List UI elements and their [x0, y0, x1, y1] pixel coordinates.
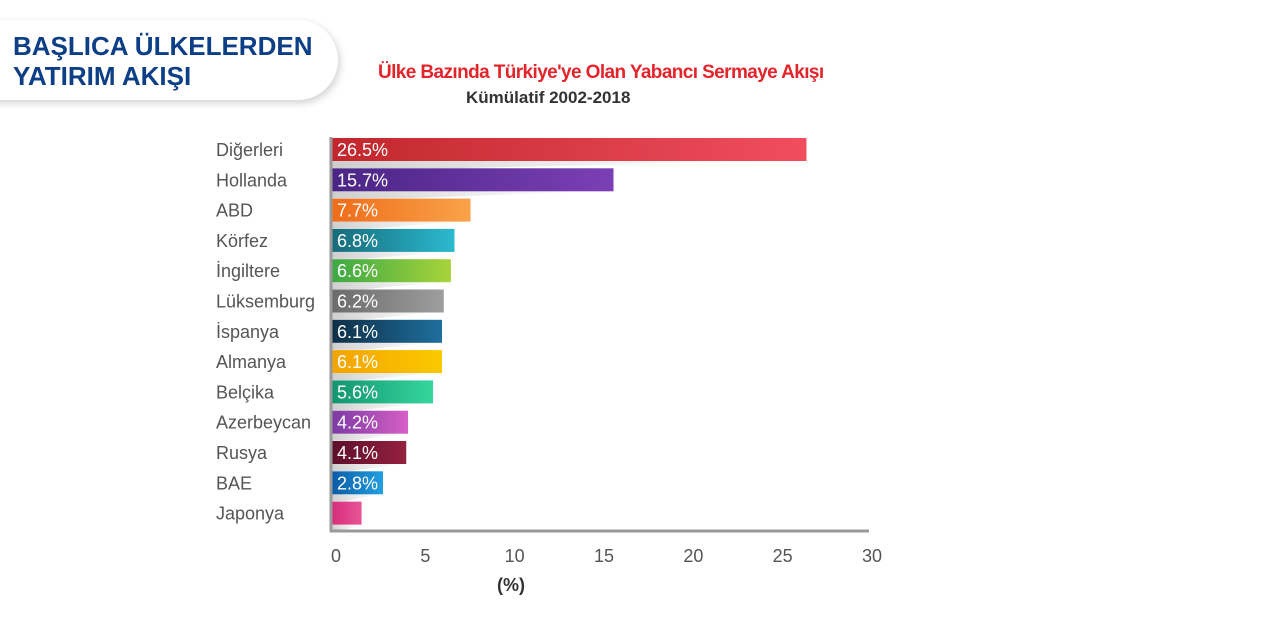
x-tick-label: 10 — [505, 546, 525, 566]
bar — [331, 380, 434, 404]
bar-shadow — [331, 433, 402, 441]
x-tick-label: 15 — [594, 546, 614, 566]
bar — [331, 471, 384, 495]
bar — [331, 228, 455, 252]
bar-shadow — [331, 403, 425, 411]
bar-shadow — [331, 342, 434, 350]
bar — [331, 350, 442, 374]
bar — [331, 289, 444, 313]
bar — [331, 259, 451, 283]
category-label: İngiltere — [216, 261, 280, 281]
category-label: BAE — [216, 473, 252, 493]
x-tick-label: 25 — [773, 546, 793, 566]
bar-shadow — [331, 373, 434, 381]
chart-title: Ülke Bazında Türkiye'ye Olan Yabancı Ser… — [378, 62, 824, 83]
category-label: Azerbeycan — [216, 413, 311, 433]
page-title: BAŞLICA ÜLKELERDEN YATIRIM AKIŞI — [13, 31, 313, 91]
bar-value-label: 6.8% — [337, 231, 378, 251]
x-tick-label: 5 — [420, 546, 430, 566]
bar-value-label: 4.1% — [337, 443, 378, 463]
category-label: Lüksemburg — [216, 292, 315, 312]
bar-shadow — [331, 161, 769, 168]
bar-value-label: 26.5% — [337, 140, 388, 160]
bar-value-label: 7.7% — [337, 201, 378, 221]
bar-value-label: 6.1% — [337, 322, 378, 342]
bar-shadow — [331, 251, 445, 259]
category-label: Belçika — [216, 382, 275, 402]
bar-shadow — [331, 221, 460, 229]
category-label: ABD — [216, 201, 253, 221]
bar-value-label: 4.2% — [337, 413, 378, 433]
bar-value-label: 6.6% — [337, 261, 378, 281]
chart-subtitle: Kümülatif 2002-2018 — [466, 88, 631, 107]
bar — [331, 501, 362, 525]
category-label: İspanya — [216, 322, 280, 342]
x-tick-label: 20 — [683, 546, 703, 566]
bar-shadow — [331, 312, 435, 320]
x-axis-label: (%) — [497, 575, 525, 595]
bar-value-label: 15.7% — [337, 170, 388, 190]
bar-shadow — [331, 464, 401, 471]
bar-value-label: 5.6% — [337, 382, 378, 402]
bar-shadow — [331, 191, 591, 199]
header-tab — [0, 20, 338, 100]
bar — [331, 168, 614, 192]
bar — [331, 410, 409, 434]
bar — [331, 319, 442, 343]
category-label: Japonya — [216, 504, 285, 524]
category-label: Almanya — [216, 352, 287, 372]
category-label: Körfez — [216, 231, 268, 251]
bar-shadow — [331, 282, 442, 290]
bar-value-label: 6.2% — [337, 292, 378, 312]
x-tick-label: 0 — [331, 546, 341, 566]
bar — [331, 138, 807, 161]
bar-value-label: 6.1% — [337, 352, 378, 372]
x-tick-label: 30 — [862, 546, 882, 566]
bar — [331, 198, 471, 222]
bar-value-label: 2.8% — [337, 473, 378, 493]
bar — [331, 441, 407, 464]
category-label: Hollanda — [216, 170, 288, 190]
bar-shadow — [331, 494, 379, 502]
category-label: Diğerleri — [216, 140, 283, 160]
category-label: Rusya — [216, 443, 268, 463]
